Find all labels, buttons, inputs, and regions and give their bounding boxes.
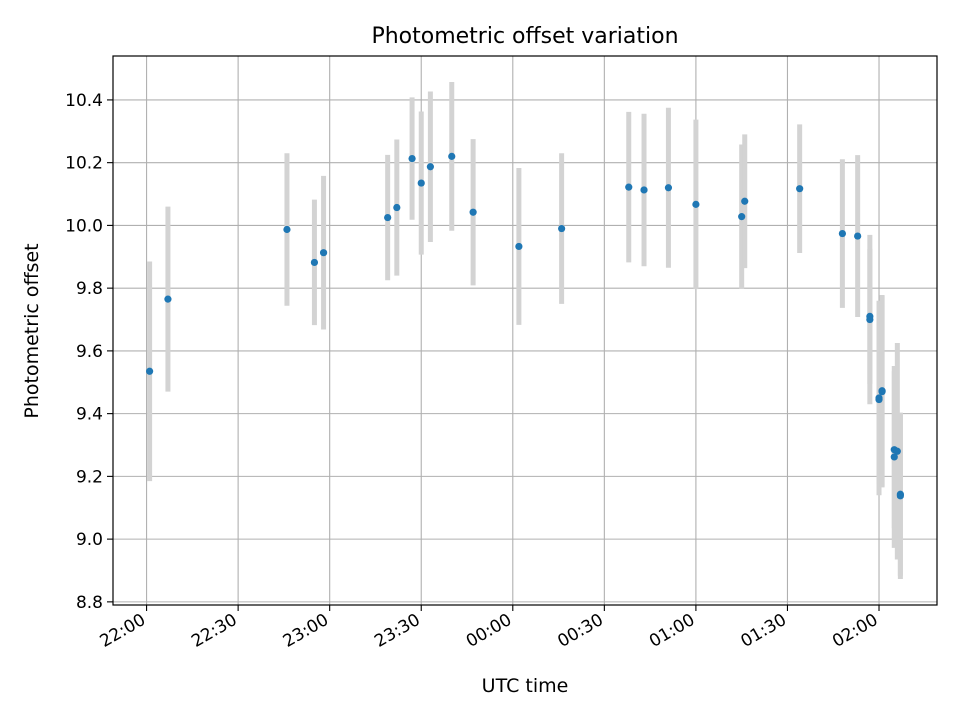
data-point — [741, 197, 749, 205]
data-point — [896, 492, 904, 500]
data-point — [625, 183, 633, 191]
x-tick-label: 02:00 — [829, 610, 881, 652]
y-tick-label: 9.8 — [76, 279, 103, 299]
data-point — [893, 447, 901, 455]
y-tick-label: 9.4 — [76, 405, 103, 425]
y-tick-label: 9.2 — [76, 467, 103, 487]
data-point — [426, 163, 434, 171]
data-point — [310, 258, 319, 267]
y-tick-label: 10.0 — [65, 216, 103, 236]
x-tick-label: 00:30 — [554, 610, 606, 652]
y-tick-label: 10.2 — [65, 154, 103, 174]
x-tick-label: 00:00 — [463, 610, 515, 652]
data-point — [890, 453, 898, 461]
data-point — [738, 213, 746, 221]
x-tick-label: 22:00 — [97, 610, 149, 652]
data-point — [417, 179, 425, 187]
y-tick-label: 9.0 — [76, 530, 103, 550]
data-point — [692, 200, 700, 208]
grid-lines — [113, 56, 937, 605]
x-tick-label: 23:30 — [371, 610, 423, 652]
data-point — [469, 208, 477, 216]
plot-background — [113, 56, 937, 605]
data-point — [854, 232, 862, 240]
data-point — [558, 224, 566, 233]
data-point — [283, 225, 291, 234]
chart-title: Photometric offset variation — [371, 24, 678, 49]
x-axis-label: UTC time — [482, 675, 569, 697]
data-point — [664, 184, 673, 192]
data-point — [866, 315, 874, 324]
data-points — [146, 152, 904, 500]
x-tick-label: 01:00 — [646, 610, 698, 652]
y-tick-label: 9.6 — [76, 342, 103, 362]
data-point — [146, 367, 154, 375]
data-point — [796, 185, 804, 193]
data-point — [515, 242, 523, 251]
data-point — [448, 152, 456, 160]
x-tick-label: 22:30 — [188, 610, 240, 652]
data-point — [393, 203, 401, 212]
y-axis-label: Photometric offset — [21, 243, 43, 418]
y-tick-label: 10.4 — [65, 91, 103, 111]
plot-frame — [112, 55, 938, 606]
data-point — [384, 213, 392, 222]
x-axis-ticks: 22:00 22:30 23:00 23:30 00:00 00:30 01:00 01:30… — [97, 605, 882, 652]
y-axis-ticks: 8.8 9.0 9.2 9.4 9.6 9.8 10.0 10.2 10.4 — [65, 91, 113, 613]
data-point — [838, 229, 846, 238]
x-tick-label: 01:30 — [738, 610, 790, 652]
y-tick-label: 8.8 — [76, 593, 103, 613]
data-point — [878, 388, 886, 396]
data-point — [164, 295, 172, 303]
data-point — [408, 154, 416, 163]
x-tick-label: 23:00 — [280, 610, 332, 652]
data-point — [875, 395, 883, 404]
data-point — [640, 186, 648, 194]
data-point — [319, 249, 328, 257]
